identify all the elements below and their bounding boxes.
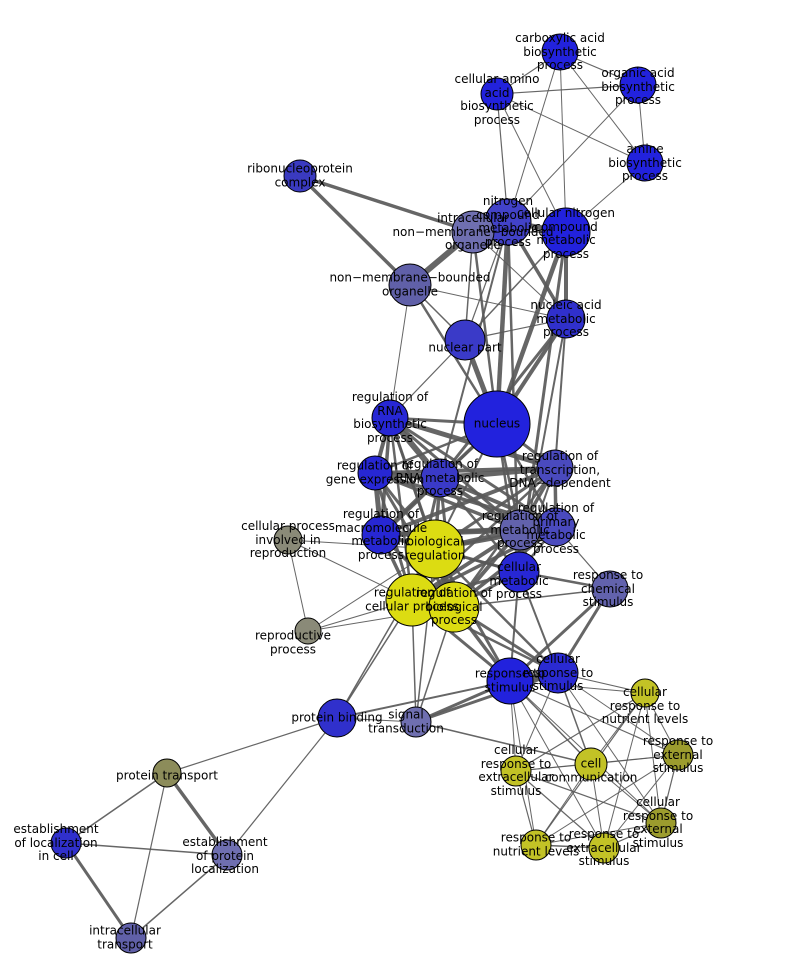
graph-node-regulation_of_rna_biosynthetic_process[interactable] xyxy=(371,399,409,437)
graph-edge xyxy=(65,772,168,844)
graph-node-cellular_response_to_nutrient_levels[interactable] xyxy=(630,678,660,708)
graph-node-protein_binding[interactable] xyxy=(317,698,357,738)
graph-edge xyxy=(603,692,646,849)
graph-node-response_to_chemical_stimulus[interactable] xyxy=(591,570,629,608)
graph-edge xyxy=(165,771,229,857)
graph-node-cellular_response_to_stimulus[interactable] xyxy=(537,652,579,694)
graph-edge xyxy=(374,471,521,532)
graph-node-cellular_nitrogen_compound_metabolic_process[interactable] xyxy=(541,207,591,257)
graph-edge xyxy=(559,51,646,164)
graph-node-intracellular_transport[interactable] xyxy=(115,922,147,954)
graph-node-signal_transduction[interactable] xyxy=(400,706,432,738)
graph-node-regulation_of_macromolecule_metabolic_process[interactable] xyxy=(361,515,401,555)
graph-node-response_to_nutrient_levels[interactable] xyxy=(520,829,552,861)
graph-node-cellular_response_to_extracellular_stimulus[interactable] xyxy=(500,755,532,787)
graph-node-amine_biosynthetic_process[interactable] xyxy=(626,144,664,182)
graph-node-response_to_external_stimulus[interactable] xyxy=(662,739,694,771)
graph-edge xyxy=(166,717,338,774)
graph-node-nucleic_acid_metabolic_process[interactable] xyxy=(546,299,586,339)
graph-edge xyxy=(509,680,679,756)
graph-edge xyxy=(380,466,556,537)
graph-node-cellular_metabolic_process[interactable] xyxy=(498,551,540,593)
graph-node-establishment_of_protein_localization[interactable] xyxy=(211,839,243,871)
graph-edge xyxy=(464,231,567,341)
graph-node-ribonucleoprotein_complex[interactable] xyxy=(283,159,317,193)
graph-edge xyxy=(65,842,228,856)
graph-edge xyxy=(287,539,309,632)
graph-node-protein_transport[interactable] xyxy=(152,758,182,788)
graph-edge xyxy=(415,721,592,765)
graph-node-regulation_of_rna_metabolic_process[interactable] xyxy=(420,458,460,498)
graph-node-organic_acid_biosynthetic_process[interactable] xyxy=(619,66,657,104)
graph-edge xyxy=(557,672,679,756)
graph-edge xyxy=(554,318,567,469)
graph-edge xyxy=(409,284,567,320)
graph-node-response_to_extracellular_stimulus[interactable] xyxy=(588,832,620,864)
graph-edge xyxy=(515,770,662,824)
graph-edge xyxy=(496,84,639,95)
graph-edge xyxy=(494,221,511,425)
graph-edge xyxy=(603,754,679,849)
graph-node-intracellular_non_membrane_bounded_organelle[interactable] xyxy=(451,210,495,254)
graph-node-regulation_of_transcription_dna_dependent[interactable] xyxy=(536,449,574,487)
graph-edge xyxy=(559,51,567,233)
graph-edge xyxy=(374,466,556,475)
graph-edge xyxy=(130,854,228,939)
graph-edge xyxy=(507,51,561,223)
graph-edge xyxy=(496,93,567,233)
graph-edge xyxy=(226,717,338,856)
graph-node-reproductive_process[interactable] xyxy=(294,617,322,645)
graph-node-cell_communication[interactable] xyxy=(574,747,608,781)
graph-node-response_to_stimulus[interactable] xyxy=(486,657,534,705)
graph-node-cellular_process_involved_in_reproduction[interactable] xyxy=(273,525,303,555)
graph-edge xyxy=(507,84,639,223)
graph-edge xyxy=(453,588,611,608)
node-layer xyxy=(50,33,694,954)
graph-edge xyxy=(535,754,679,846)
graph-node-regulation_of_gene_expression[interactable] xyxy=(357,455,393,491)
graph-node-regulation_of_biological_process[interactable] xyxy=(428,581,480,633)
graph-node-non_membrane_bounded_organelle[interactable] xyxy=(388,263,432,307)
graph-edge xyxy=(509,680,605,849)
graph-node-regulation_of_metabolic_process[interactable] xyxy=(499,509,541,551)
graph-node-biological_regulation[interactable] xyxy=(405,519,465,579)
graph-node-nucleus[interactable] xyxy=(463,390,531,458)
graph-node-regulation_of_primary_metabolic_process[interactable] xyxy=(536,507,576,547)
graph-edge xyxy=(415,671,559,724)
graph-edge xyxy=(388,417,414,601)
graph-node-carboxylic_acid_biosynthetic_process[interactable] xyxy=(541,33,579,71)
graph-edge xyxy=(496,93,646,164)
graph-edge xyxy=(389,284,411,419)
edge-layer xyxy=(64,51,679,939)
graph-edge xyxy=(64,842,133,939)
graph-edge xyxy=(299,174,474,234)
graph-edge xyxy=(336,680,511,719)
graph-node-cellular_amino_acid_biosynthetic_process[interactable] xyxy=(480,77,514,111)
graph-node-establishment_of_localization_in_cell[interactable] xyxy=(50,827,82,859)
graph-edge xyxy=(298,174,412,287)
graph-node-nuclear_part[interactable] xyxy=(444,319,486,361)
graph-node-cellular_response_to_external_stimulus[interactable] xyxy=(645,807,677,839)
graph-edge xyxy=(515,692,646,772)
graph-edge xyxy=(130,772,168,939)
